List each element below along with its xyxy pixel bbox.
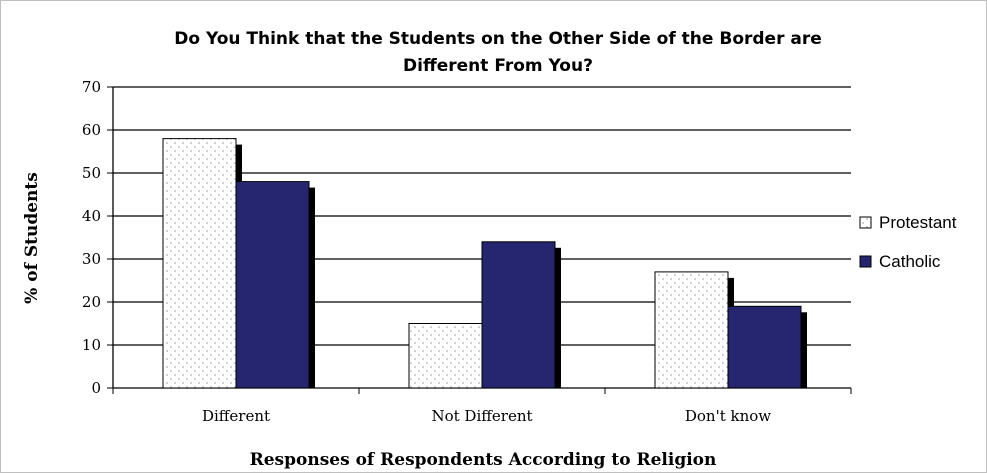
x-category-label: Not Different: [431, 407, 532, 425]
y-tick-label: 40: [82, 207, 101, 225]
bar-protestant: [162, 138, 237, 389]
y-tick-label: 30: [82, 250, 101, 268]
bar-catholic: [481, 241, 556, 389]
legend: Protestant Catholic: [859, 213, 957, 271]
y-tick-label: 10: [82, 336, 101, 354]
bar-catholic: [727, 305, 802, 389]
bars: [162, 138, 807, 389]
chart-title-line-2: Different From You?: [403, 56, 593, 76]
y-tick-labels: 0 10 20 30 40 50 60 70: [82, 78, 101, 397]
y-tick-label: 60: [82, 121, 101, 139]
x-category-labels: Different Not Different Don't know: [202, 407, 771, 425]
y-tick-label: 50: [82, 164, 101, 182]
legend-swatch-catholic: [859, 255, 872, 268]
bar-protestant: [654, 271, 729, 389]
legend-label-catholic: Catholic: [879, 252, 941, 271]
y-axis-title: % of Students: [22, 172, 42, 304]
legend-swatch-protestant: [859, 216, 872, 229]
bar-protestant: [408, 323, 483, 389]
legend-label-protestant: Protestant: [879, 213, 957, 232]
chart-title-line-1: Do You Think that the Students on the Ot…: [174, 29, 822, 49]
x-category-label: Different: [202, 407, 270, 425]
y-tick-label: 20: [82, 293, 101, 311]
y-tick-label: 0: [91, 379, 101, 397]
bar-catholic: [235, 181, 310, 389]
x-category-label: Don't know: [685, 407, 771, 425]
x-axis-title: Responses of Respondents According to Re…: [250, 450, 717, 470]
y-tick-label: 70: [82, 78, 101, 96]
